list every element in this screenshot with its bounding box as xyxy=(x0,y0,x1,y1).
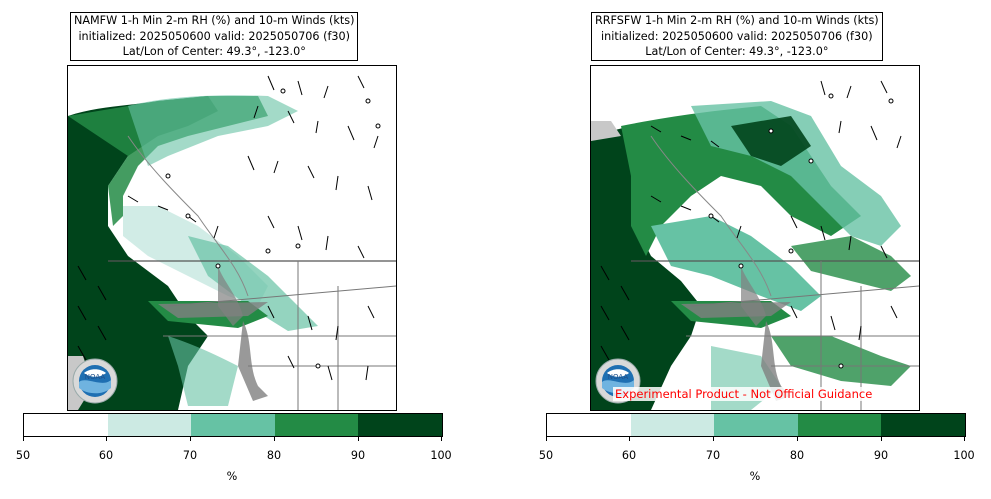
colorbar-tick: 90 xyxy=(873,449,889,462)
title-line-3: Lat/Lon of Center: 49.3°, -123.0° xyxy=(645,45,829,58)
colorbar xyxy=(546,413,966,437)
colorbar-unit: % xyxy=(226,470,238,483)
map-title: NAMFW 1-h Min 2-m RH (%) and 10-m Winds … xyxy=(70,12,359,61)
title-line-3: Lat/Lon of Center: 49.3°, -123.0° xyxy=(122,45,306,58)
rh-wind-map: NOAA xyxy=(67,65,397,411)
colorbar-segment xyxy=(24,414,108,436)
rh-wind-map: NOAA Experimental Product - Not Official… xyxy=(590,65,920,411)
colorbar-segment xyxy=(358,414,442,436)
noaa-logo-text: NOAA xyxy=(85,373,106,381)
colorbar-tick: 70 xyxy=(182,449,198,462)
noaa-logo-icon: NOAA xyxy=(72,358,118,404)
title-line-2: initialized: 2025050600 valid: 202505070… xyxy=(78,29,351,43)
colorbar-tick: 90 xyxy=(350,449,366,462)
colorbar xyxy=(23,413,443,437)
map-canvas xyxy=(68,66,396,410)
colorbar-tick: 50 xyxy=(538,449,554,462)
colorbar-segment xyxy=(547,414,631,436)
map-canvas xyxy=(591,66,919,410)
title-line-1: RRFSFW 1-h Min 2-m RH (%) and 10-m Winds… xyxy=(595,14,879,27)
colorbar-tick: 60 xyxy=(621,449,637,462)
colorbar-unit: % xyxy=(749,470,761,483)
title-line-1: NAMFW 1-h Min 2-m RH (%) and 10-m Winds … xyxy=(74,14,355,27)
colorbar-tick: 100 xyxy=(430,449,452,462)
colorbar-segment xyxy=(797,414,882,436)
colorbar-tick: 60 xyxy=(98,449,114,462)
colorbar-tick: 80 xyxy=(266,449,282,462)
colorbar-tick: 70 xyxy=(705,449,721,462)
colorbar-segment xyxy=(274,414,359,436)
title-line-2: initialized: 2025050600 valid: 202505070… xyxy=(601,29,873,43)
map-title: RRFSFW 1-h Min 2-m RH (%) and 10-m Winds… xyxy=(591,12,883,61)
colorbar-segment xyxy=(714,414,798,436)
colorbar-segment xyxy=(191,414,275,436)
colorbar-tick: 50 xyxy=(15,449,31,462)
rrfsfw-panel: RRFSFW 1-h Min 2-m RH (%) and 10-m Winds… xyxy=(523,0,991,499)
colorbar-segment xyxy=(630,414,715,436)
experimental-banner: Experimental Product - Not Official Guid… xyxy=(613,387,875,401)
colorbar-tick: 100 xyxy=(953,449,975,462)
colorbar-segment xyxy=(881,414,965,436)
namfw-panel: NAMFW 1-h Min 2-m RH (%) and 10-m Winds … xyxy=(0,0,495,499)
colorbar-segment xyxy=(107,414,192,436)
colorbar-tick: 80 xyxy=(789,449,805,462)
noaa-logo-text: NOAA xyxy=(608,373,629,381)
